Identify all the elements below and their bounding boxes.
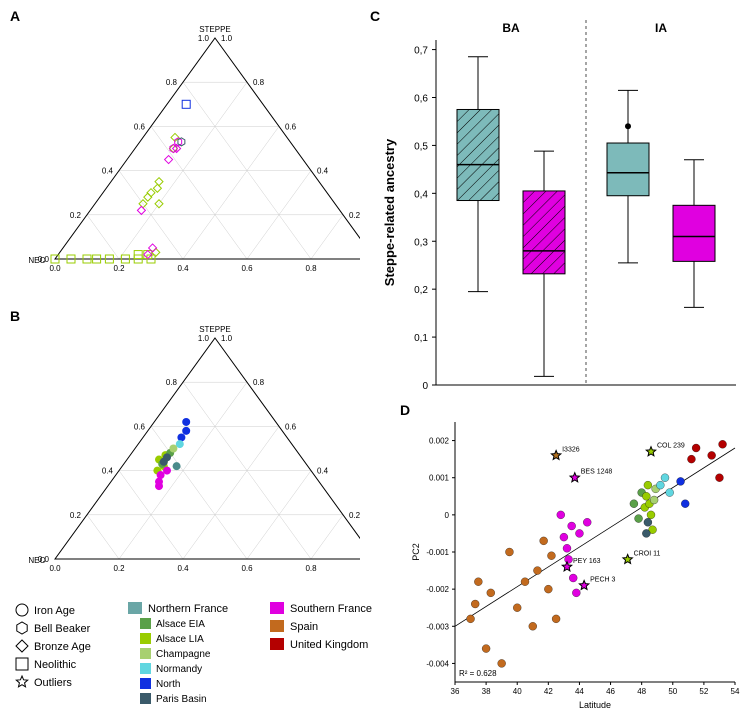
svg-text:United Kingdom: United Kingdom — [290, 639, 368, 651]
svg-text:-0.002: -0.002 — [426, 585, 449, 594]
svg-text:0.4: 0.4 — [317, 467, 329, 476]
svg-text:Neolithic: Neolithic — [34, 659, 77, 671]
svg-text:-0.004: -0.004 — [426, 659, 449, 668]
svg-text:0.2: 0.2 — [113, 264, 125, 273]
svg-text:0.001: 0.001 — [429, 474, 450, 483]
svg-text:NEO: NEO — [28, 556, 45, 565]
svg-text:Steppe-related ancestry: Steppe-related ancestry — [382, 138, 397, 286]
svg-text:-0.001: -0.001 — [426, 548, 449, 557]
svg-text:0.4: 0.4 — [102, 167, 114, 176]
svg-text:0.4: 0.4 — [177, 564, 189, 573]
svg-text:0,3: 0,3 — [414, 237, 428, 248]
svg-text:COL 239: COL 239 — [657, 443, 685, 450]
svg-text:R² = 0.628: R² = 0.628 — [459, 669, 497, 678]
svg-text:0.002: 0.002 — [429, 437, 450, 446]
svg-text:NEO: NEO — [28, 256, 45, 265]
svg-text:0,4: 0,4 — [414, 189, 428, 200]
svg-text:-0.003: -0.003 — [426, 622, 449, 631]
svg-text:48: 48 — [637, 687, 646, 696]
svg-text:44: 44 — [575, 687, 584, 696]
svg-text:Bronze Age: Bronze Age — [34, 641, 91, 653]
panel-b-label: B — [10, 308, 20, 324]
svg-text:Bell Beaker: Bell Beaker — [34, 623, 91, 635]
boxplot-c: 0 0,1 0,2 0,3 0,4 0,5 0,6 0,7 Steppe-related anc… — [376, 10, 748, 400]
svg-text:1.0: 1.0 — [221, 34, 233, 43]
svg-text:North: North — [156, 679, 180, 690]
svg-text:PC2: PC2 — [411, 543, 421, 561]
svg-text:Latitude: Latitude — [579, 700, 611, 710]
svg-text:PECH 3: PECH 3 — [590, 576, 615, 583]
svg-text:0,5: 0,5 — [414, 141, 428, 152]
svg-text:I3326: I3326 — [562, 446, 580, 453]
scatter-plot-d: 36 38 40 42 44 46 48 50 52 54 -0.004 -0.003 -0.002 -0… — [405, 412, 745, 712]
svg-text:0,2: 0,2 — [414, 285, 428, 296]
svg-text:0.6: 0.6 — [285, 122, 297, 131]
svg-text:0.4: 0.4 — [317, 167, 329, 176]
svg-text:42: 42 — [544, 687, 553, 696]
svg-text:0.8: 0.8 — [166, 378, 178, 387]
svg-text:1.0: 1.0 — [221, 334, 233, 343]
svg-text:CROI 11: CROI 11 — [634, 550, 661, 557]
svg-text:0.2: 0.2 — [349, 511, 360, 520]
ternary-plot-b: 0.00.00.00.20.20.20.40.40.40.60.60.60.80… — [20, 318, 360, 608]
svg-text:0.4: 0.4 — [177, 264, 189, 273]
svg-text:0.8: 0.8 — [305, 264, 317, 273]
legend-area: Iron Age Bell Beaker Bronze Age Neolithic Ou… — [10, 598, 410, 716]
svg-text:0.8: 0.8 — [253, 378, 265, 387]
svg-text:Northern France: Northern France — [148, 603, 228, 615]
svg-text:0.6: 0.6 — [241, 564, 253, 573]
svg-text:0.6: 0.6 — [134, 422, 146, 431]
svg-text:STEPPE: STEPPE — [199, 25, 231, 34]
svg-text:BES 1248: BES 1248 — [581, 469, 613, 476]
ternary-plot-a: 0.00.00.00.20.20.20.40.40.40.60.60.60.80… — [20, 18, 360, 308]
svg-text:Alsace LIA: Alsace LIA — [156, 634, 204, 645]
svg-text:0,1: 0,1 — [414, 333, 428, 344]
svg-text:0: 0 — [445, 511, 450, 520]
svg-text:STEPPE: STEPPE — [199, 325, 231, 334]
svg-text:40: 40 — [513, 687, 522, 696]
svg-text:36: 36 — [451, 687, 460, 696]
svg-text:0.2: 0.2 — [113, 564, 125, 573]
svg-text:Spain: Spain — [290, 621, 318, 633]
svg-text:Champagne: Champagne — [156, 649, 211, 660]
svg-text:54: 54 — [731, 687, 740, 696]
svg-text:0.0: 0.0 — [49, 564, 61, 573]
svg-text:0.2: 0.2 — [70, 211, 82, 220]
svg-text:1.0: 1.0 — [198, 34, 210, 43]
panel-a-label: A — [10, 8, 20, 24]
svg-text:0.6: 0.6 — [285, 422, 297, 431]
svg-text:PEY 163: PEY 163 — [573, 558, 601, 565]
svg-text:0.6: 0.6 — [241, 264, 253, 273]
svg-text:0.0: 0.0 — [49, 264, 61, 273]
svg-text:0.8: 0.8 — [166, 78, 178, 87]
svg-text:Outliers: Outliers — [34, 677, 72, 689]
svg-text:50: 50 — [668, 687, 677, 696]
svg-text:0.4: 0.4 — [102, 467, 114, 476]
svg-text:Normandy: Normandy — [156, 664, 202, 675]
svg-text:0.8: 0.8 — [305, 564, 317, 573]
svg-text:Paris Basin: Paris Basin — [156, 694, 207, 705]
svg-text:Iron Age: Iron Age — [34, 605, 75, 617]
svg-text:IA: IA — [655, 21, 667, 35]
svg-text:0.2: 0.2 — [349, 211, 360, 220]
svg-text:Alsace EIA: Alsace EIA — [156, 619, 205, 630]
svg-text:0.8: 0.8 — [253, 78, 265, 87]
svg-text:46: 46 — [606, 687, 615, 696]
svg-text:0.2: 0.2 — [70, 511, 82, 520]
svg-text:0: 0 — [422, 381, 428, 392]
svg-text:Southern France: Southern France — [290, 603, 372, 615]
svg-text:1.0: 1.0 — [198, 334, 210, 343]
svg-text:0.6: 0.6 — [134, 122, 146, 131]
svg-text:52: 52 — [699, 687, 708, 696]
svg-text:BA: BA — [502, 21, 520, 35]
svg-text:38: 38 — [482, 687, 491, 696]
svg-text:0,6: 0,6 — [414, 94, 428, 105]
svg-text:0,7: 0,7 — [414, 46, 428, 57]
